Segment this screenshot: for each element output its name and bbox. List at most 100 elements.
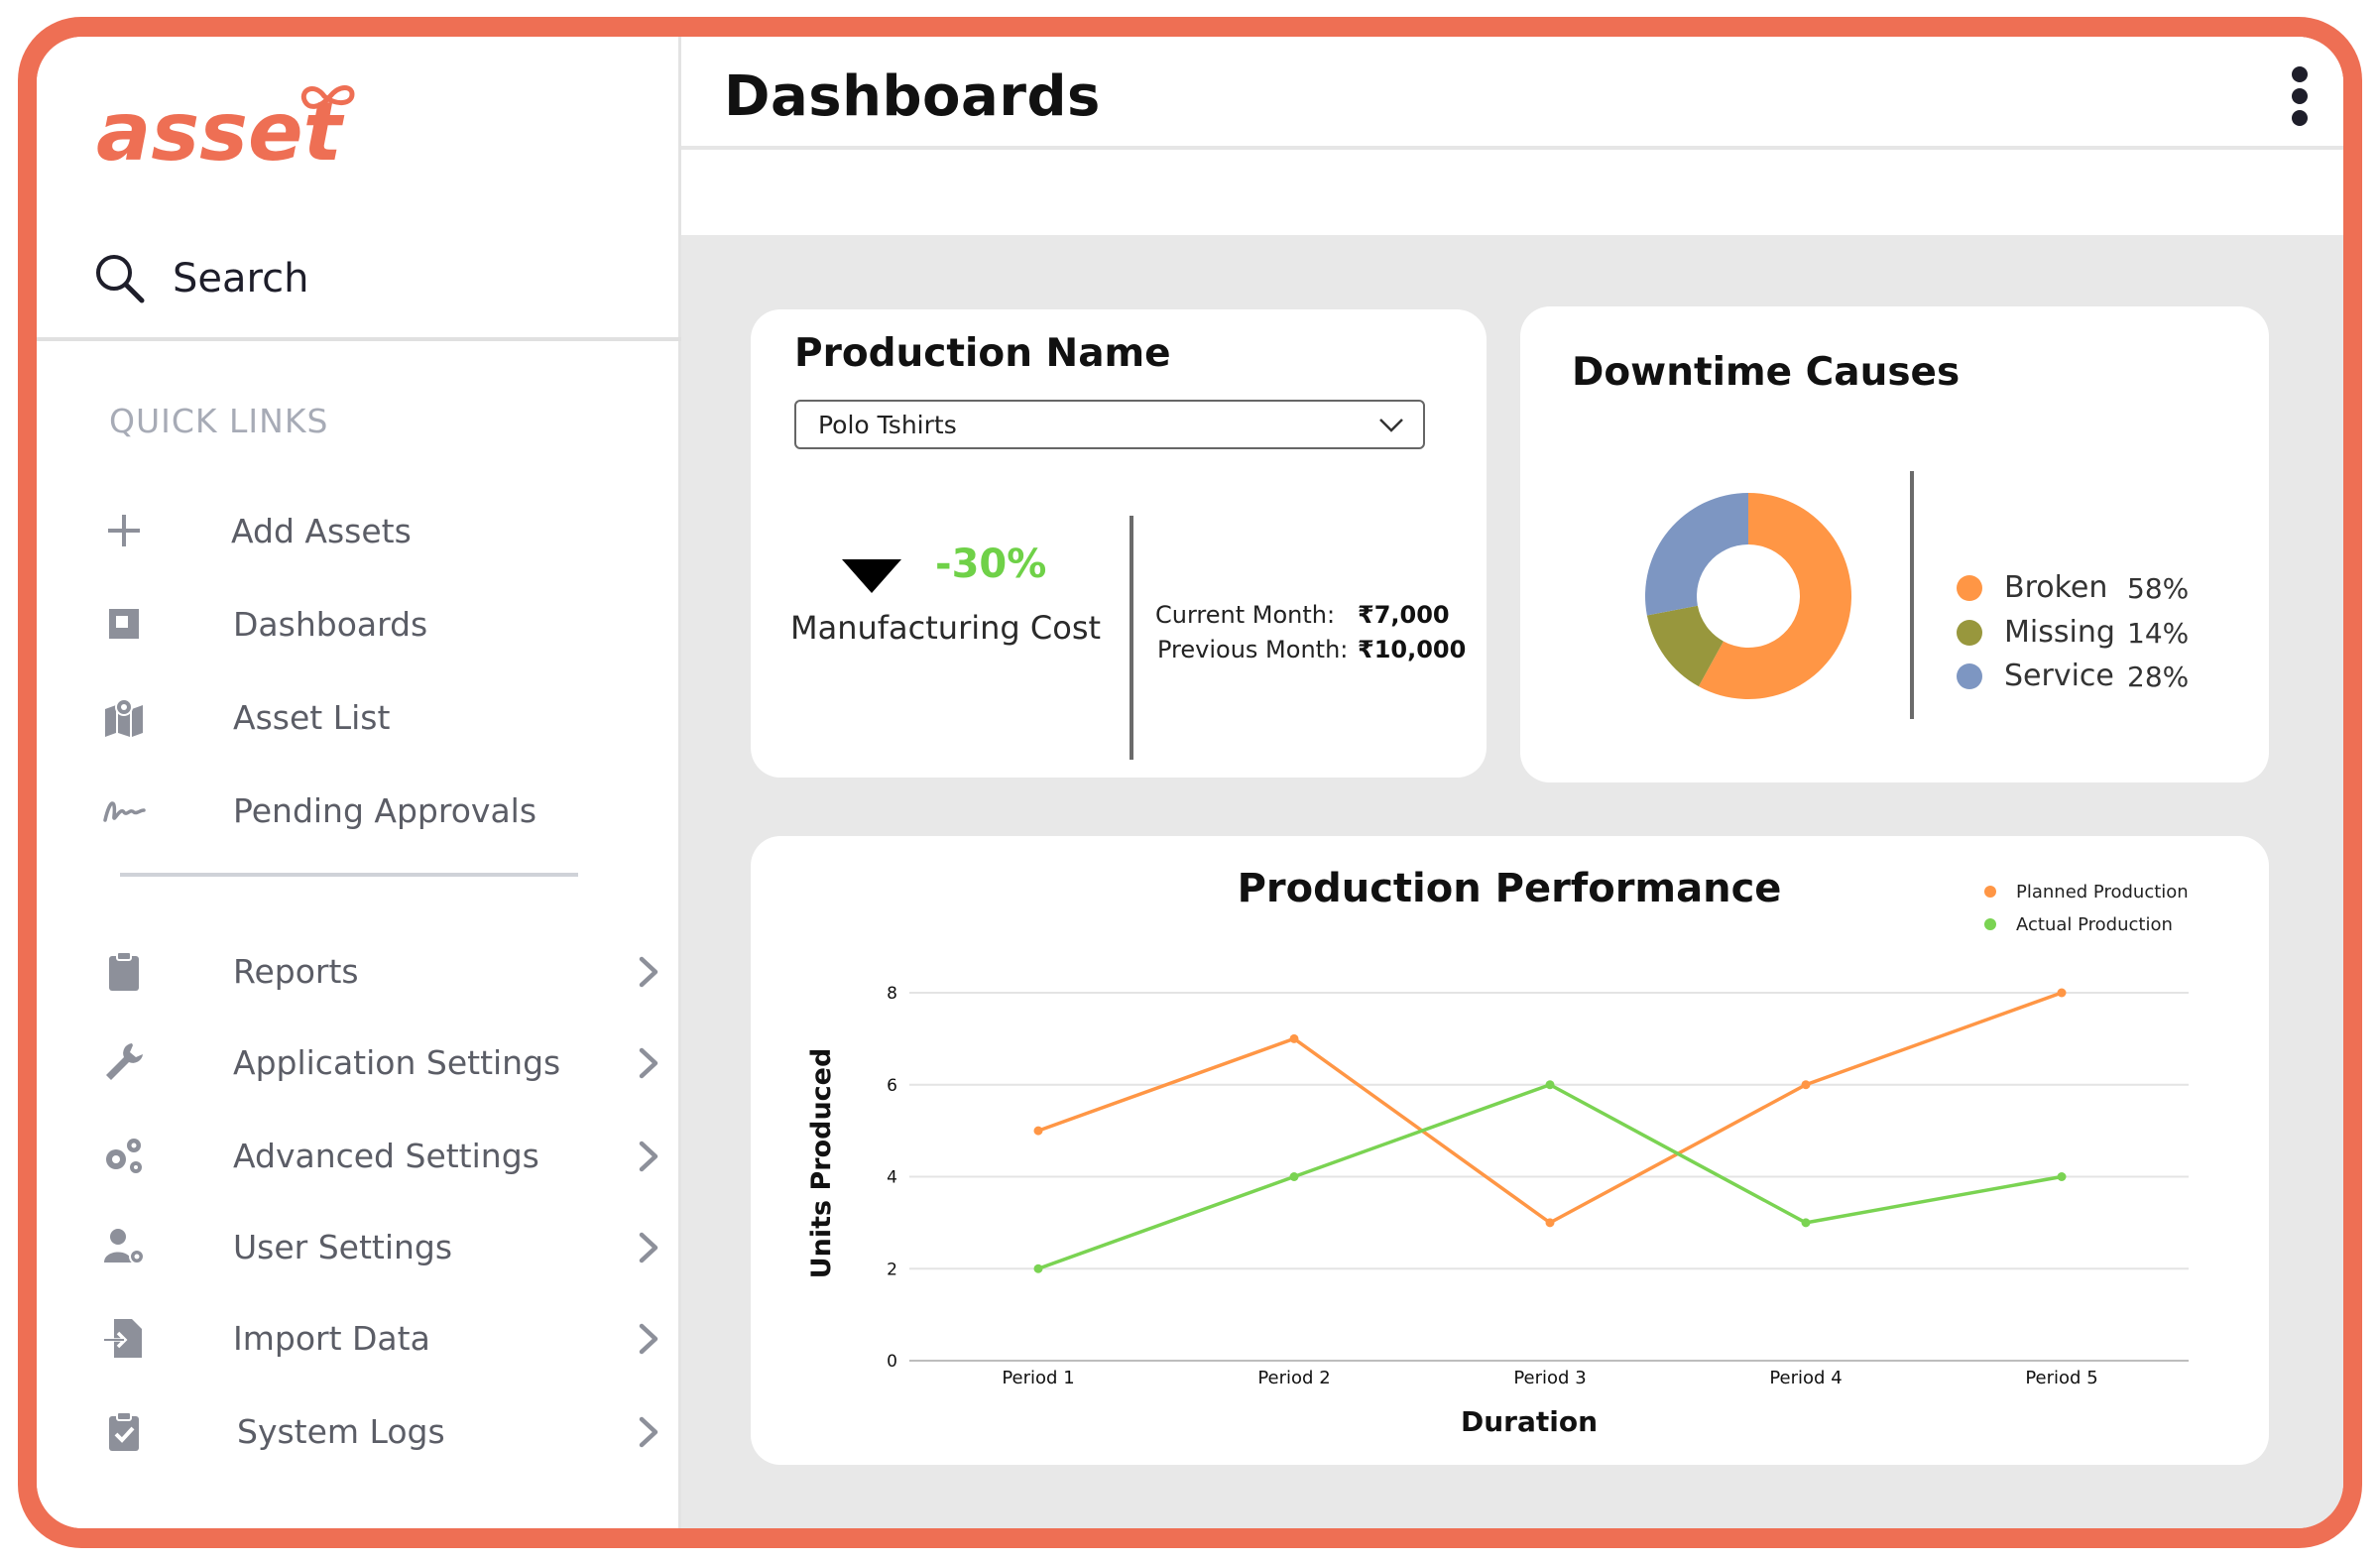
x-tick-label: Period 3 [1513, 1368, 1586, 1388]
legend-dot [1957, 663, 1982, 689]
sidebar-item-pending-approvals[interactable]: Pending Approvals [102, 781, 657, 840]
sidebar-item-add-assets[interactable]: Add Assets [102, 501, 657, 560]
chevron-right-icon [639, 1416, 658, 1448]
legend-label: Planned Production [2016, 882, 2189, 902]
chevron-right-icon [639, 1323, 658, 1355]
asset-logo: asset [96, 85, 355, 178]
plus-icon [108, 515, 140, 546]
legend-dot [1984, 886, 1996, 898]
legend-dot [1957, 620, 1982, 646]
y-tick-label: 4 [887, 1168, 897, 1188]
production-name-select[interactable]: Polo Tshirts [794, 400, 1425, 449]
sidebar-item-label: System Logs [237, 1411, 445, 1451]
clipboard-icon [109, 951, 139, 991]
current-month-value: ₹7,000 [1358, 601, 1450, 629]
search-icon [96, 255, 145, 303]
legend-label: Service [2004, 659, 2114, 693]
file-import-icon [104, 1319, 142, 1358]
main-content: Dashboards Production Name Polo Tshirts … [681, 37, 2343, 1528]
sidebar-item-system-logs[interactable]: System Logs [102, 1401, 658, 1461]
production-card: Production Name Polo Tshirts -30% Manufa… [751, 309, 1487, 778]
production-card-title: Production Name [794, 331, 1171, 376]
sidebar-item-user-settings[interactable]: User Settings [102, 1217, 658, 1276]
header-bar: Dashboards [681, 37, 2343, 235]
legend-label: Broken [2004, 570, 2108, 605]
downtime-donut-chart [1645, 493, 1851, 699]
chevron-right-icon [639, 956, 658, 988]
y-tick-label: 0 [887, 1352, 897, 1372]
user-gear-icon [104, 1229, 145, 1264]
donut-slice-broken [1698, 493, 1851, 699]
data-point [1545, 1218, 1555, 1228]
donut-slice-service [1645, 493, 1748, 616]
metric-label: Manufacturing Cost [790, 609, 1102, 647]
data-point [1289, 1172, 1299, 1181]
clipboard-check-icon [109, 1411, 139, 1451]
chevron-right-icon [639, 1141, 658, 1172]
downtime-card-title: Downtime Causes [1572, 350, 1961, 395]
kebab-menu-icon[interactable] [2290, 65, 2310, 127]
sidebar-item-advanced-settings[interactable]: Advanced Settings [102, 1126, 658, 1185]
series-line-planned [1037, 991, 2063, 1225]
data-point [1289, 1033, 1299, 1043]
y-tick-label: 8 [887, 984, 897, 1004]
data-point [2057, 1172, 2067, 1181]
data-point [1545, 1080, 1555, 1090]
performance-card: Production Performance Units Produced Du… [751, 836, 2269, 1465]
vertical-divider [1130, 516, 1133, 760]
sidebar-item-reports[interactable]: Reports [102, 941, 658, 1001]
chart-title: Production Performance [1238, 866, 1782, 911]
vertical-divider [1910, 471, 1914, 719]
donut-slice-missing [1646, 605, 1724, 687]
dashboard-icon [109, 609, 139, 639]
legend-dot [1984, 918, 1996, 930]
production-performance-chart: Production Performance Units Produced Du… [806, 866, 2189, 1438]
sidebar-item-label: User Settings [233, 1227, 453, 1266]
map-pin-icon [105, 698, 143, 737]
chevron-right-icon [639, 1232, 658, 1263]
previous-month-label: Previous Month: [1157, 636, 1349, 663]
wrench-icon [106, 1043, 143, 1080]
sidebar-item-label: Application Settings [233, 1042, 561, 1082]
legend-value: 58% [2127, 572, 2190, 605]
sidebar-item-label: Import Data [233, 1318, 430, 1358]
x-tick-label: Period 4 [1769, 1368, 1842, 1388]
current-month-label: Current Month: [1155, 601, 1336, 629]
decrease-arrow-icon [842, 559, 901, 593]
change-percent: -30% [935, 541, 1047, 587]
y-tick-label: 6 [887, 1076, 897, 1096]
y-axis-label: Units Produced [806, 1048, 837, 1279]
legend-value: 28% [2127, 661, 2190, 693]
sidebar-item-label: Advanced Settings [233, 1136, 539, 1175]
legend-label: Actual Production [2016, 914, 2173, 935]
gears-icon [106, 1139, 142, 1173]
sidebar-item-import-data[interactable]: Import Data [102, 1308, 658, 1368]
page-title: Dashboards [724, 64, 1101, 129]
x-tick-label: Period 1 [1002, 1368, 1074, 1388]
sidebar-item-label: Asset List [233, 697, 391, 737]
data-point [1801, 1218, 1811, 1228]
data-point [1033, 1263, 1043, 1273]
search-button[interactable]: Search [92, 249, 308, 308]
legend-dot [1957, 575, 1982, 601]
legend-item-missing: Missing 14% [1957, 613, 2189, 653]
chevron-right-icon [639, 1047, 658, 1079]
sidebar: asset Search QUICK LINKS Add Assets Dash… [37, 37, 681, 1528]
header-divider [681, 146, 2343, 150]
x-tick-label: Period 2 [1257, 1368, 1330, 1388]
previous-month-value: ₹10,000 [1358, 636, 1467, 663]
x-axis-label: Duration [1461, 1405, 1598, 1438]
app-window: asset Search QUICK LINKS Add Assets Dash… [37, 37, 2343, 1528]
data-point [1033, 1126, 1043, 1136]
sidebar-item-application-settings[interactable]: Application Settings [102, 1032, 658, 1092]
downtime-card: Downtime Causes Broken 58% Missing 14% S… [1520, 306, 2269, 782]
chevron-down-icon [1379, 419, 1403, 432]
sidebar-divider [37, 337, 681, 341]
x-tick-label: Period 5 [2025, 1368, 2097, 1388]
sidebar-divider [120, 873, 578, 877]
signature-icon [103, 801, 146, 822]
logo-text: asset [96, 85, 345, 178]
sidebar-item-label: Reports [233, 951, 359, 991]
sidebar-item-dashboards[interactable]: Dashboards [102, 594, 657, 654]
sidebar-item-asset-list[interactable]: Asset List [102, 687, 657, 747]
